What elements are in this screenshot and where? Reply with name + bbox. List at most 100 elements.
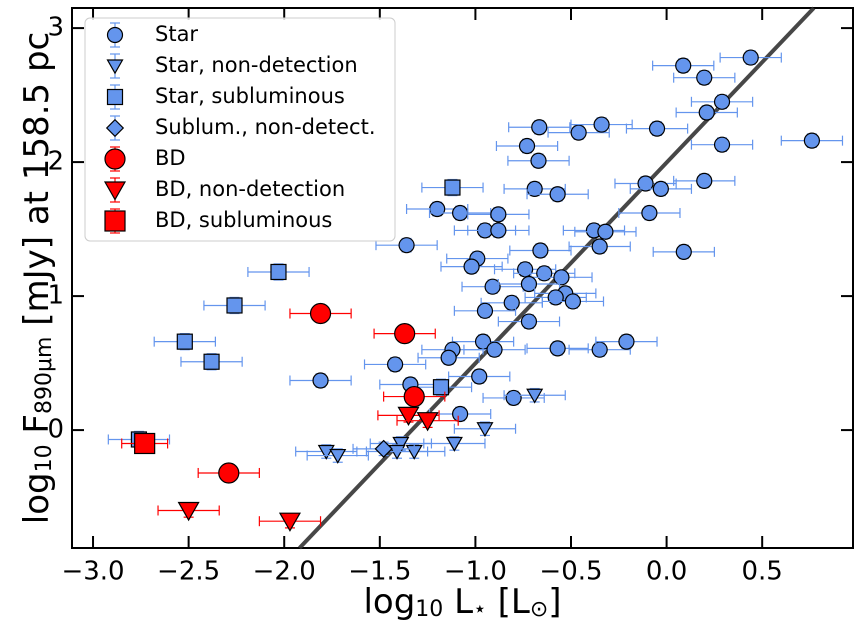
y-axis-label: log10 F890μm [mJy] at 158.5 pc: [17, 32, 57, 524]
marker: [476, 422, 494, 438]
marker: [503, 294, 520, 311]
marker: [397, 406, 420, 427]
marker: [549, 186, 566, 203]
marker: [278, 512, 301, 532]
x-tick-label: 0.0: [646, 557, 687, 587]
legend-label: Star, non-detection: [155, 53, 358, 77]
marker: [387, 356, 404, 373]
x-axis-label-part: ⋆: [473, 597, 487, 622]
marker: [486, 341, 503, 358]
marker: [270, 263, 287, 281]
legend-marker: [104, 210, 126, 232]
x-axis-label-part: [L: [487, 582, 530, 622]
marker: [416, 412, 439, 432]
legend-marker: [103, 181, 127, 201]
marker: [471, 368, 488, 385]
marker: [698, 104, 715, 121]
y-tick-label: 3: [47, 13, 64, 43]
marker: [564, 293, 582, 310]
marker: [597, 223, 614, 240]
marker: [444, 179, 461, 196]
legend-label: Star, subluminous: [155, 84, 345, 108]
x-axis-label-part: ]: [548, 582, 561, 622]
legend-label: BD: [155, 146, 186, 170]
x-axis-label-part: L: [443, 582, 473, 622]
marker: [176, 333, 193, 350]
marker: [134, 432, 156, 455]
marker: [675, 243, 692, 260]
y-axis-label-part: log: [17, 472, 57, 524]
marker: [591, 341, 608, 358]
marker: [518, 137, 536, 155]
marker: [403, 385, 425, 408]
legend-label: Sublum., non-detect.: [155, 115, 376, 139]
marker: [648, 120, 666, 137]
legend-label: BD, subluminous: [155, 208, 332, 232]
x-tick-label: 0.5: [742, 557, 783, 587]
marker: [445, 436, 463, 452]
legend-marker: [106, 26, 124, 44]
x-tick-label: −2.5: [157, 557, 220, 587]
legend-label: BD, non-detection: [155, 177, 345, 201]
legend-marker: [106, 59, 124, 75]
marker: [652, 180, 669, 197]
marker: [177, 501, 200, 522]
marker: [452, 204, 469, 222]
marker: [476, 302, 494, 319]
marker: [329, 448, 347, 464]
x-axis-label-part: ⊙: [530, 597, 548, 622]
marker: [675, 57, 692, 74]
x-tick-label: −1.5: [348, 557, 411, 587]
marker: [641, 204, 658, 222]
marker: [203, 353, 220, 370]
marker: [374, 439, 393, 458]
marker: [398, 237, 415, 254]
y-axis-label-part: F: [17, 414, 57, 444]
marker: [218, 462, 240, 484]
x-axis-label: log10 L⋆ [L⊙]: [363, 582, 561, 622]
legend-marker: [106, 88, 124, 106]
marker: [593, 116, 610, 133]
marker: [713, 136, 731, 153]
x-axis-label-part: log: [363, 582, 415, 622]
marker: [637, 175, 654, 192]
x-tick-label: −0.5: [539, 557, 602, 587]
x-tick-label: −3.0: [61, 557, 124, 587]
marker: [312, 372, 329, 389]
legend-box: [84, 17, 396, 242]
marker: [520, 313, 538, 330]
marker: [526, 388, 544, 404]
legend-marker: [104, 148, 126, 170]
marker: [570, 124, 587, 141]
legend-label: Star: [155, 22, 198, 46]
marker: [490, 222, 507, 239]
marker: [536, 265, 553, 282]
marker: [531, 119, 548, 136]
marker: [392, 436, 410, 452]
x-tick-label: −1.0: [444, 557, 507, 587]
marker: [520, 275, 538, 293]
legend-marker: [105, 118, 125, 138]
y-axis-label-part: [mJy] at 158.5 pc: [17, 32, 57, 337]
marker: [440, 349, 457, 366]
marker: [484, 278, 501, 295]
marker: [452, 405, 469, 423]
marker: [713, 93, 731, 110]
marker: [463, 258, 480, 275]
marker: [742, 49, 759, 66]
marker: [505, 389, 522, 407]
marker: [526, 180, 543, 197]
marker: [591, 238, 608, 255]
marker: [429, 200, 446, 218]
marker: [226, 297, 243, 314]
y-tick-label: 2: [47, 147, 64, 177]
x-tick-label: −2.0: [253, 557, 316, 587]
y-tick-label: 0: [47, 415, 64, 445]
y-axis-label-part: 890μm: [32, 337, 57, 414]
marker: [532, 242, 549, 259]
marker: [309, 302, 332, 325]
y-tick-label: 1: [47, 281, 64, 311]
marker: [696, 69, 713, 86]
marker: [696, 172, 713, 189]
